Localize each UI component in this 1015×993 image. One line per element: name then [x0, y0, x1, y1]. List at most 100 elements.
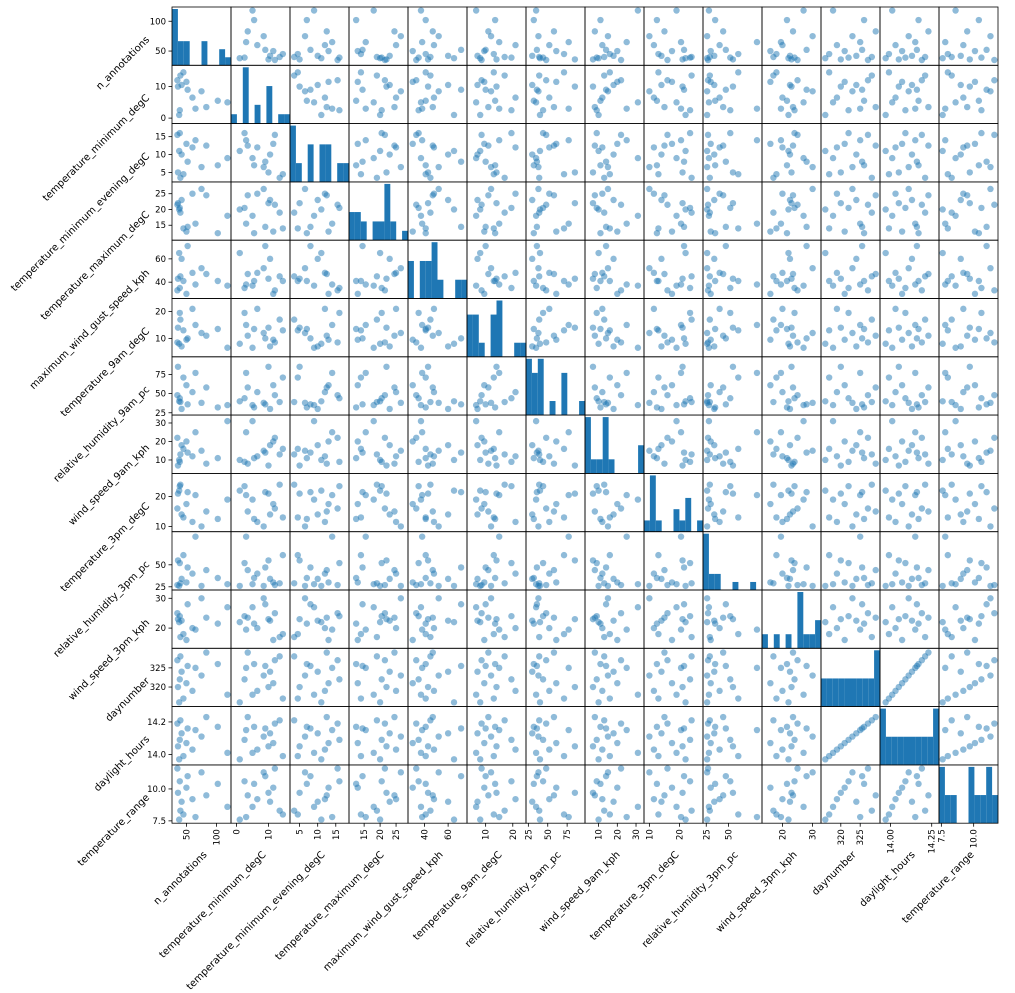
x-tick-label: 25	[392, 829, 402, 840]
scatter-point	[290, 653, 298, 660]
scatter-point	[444, 730, 452, 737]
scatter-point	[948, 53, 955, 61]
scatter-point	[668, 636, 676, 644]
scatter-point	[301, 185, 309, 193]
y-axis-label: relative_humidity_9am_pc	[52, 384, 152, 484]
scatter-point	[706, 653, 714, 660]
scatter-point	[359, 488, 366, 496]
scatter-point	[352, 325, 360, 333]
scatter-point	[783, 454, 791, 462]
scatter-point	[266, 405, 274, 413]
scatter-point	[711, 81, 718, 89]
y-axis-label: temperature_minimum_degC	[41, 93, 152, 204]
scatter-point	[532, 749, 540, 757]
scatter-point	[905, 329, 912, 337]
scatter-point	[334, 609, 341, 617]
scatter-point	[336, 107, 343, 114]
scatter-point	[571, 789, 579, 796]
histogram-bar	[390, 221, 397, 241]
scatter-point	[392, 518, 400, 526]
scatter-point	[560, 551, 568, 559]
scatter-point	[417, 212, 425, 219]
scatter-point	[472, 417, 480, 425]
scatter-point	[971, 381, 979, 389]
scatter-point	[822, 618, 829, 626]
scatter-point	[918, 339, 926, 346]
scatter-point	[391, 460, 398, 467]
scatter-point	[413, 391, 420, 399]
scatter-point	[779, 746, 786, 753]
scatter-point	[944, 514, 952, 521]
scatter-point	[905, 582, 912, 590]
scatter-point	[617, 657, 625, 664]
scatter-point	[362, 429, 369, 436]
scatter-point	[729, 789, 737, 796]
panel-frame	[230, 239, 291, 299]
scatter-point	[722, 242, 730, 250]
scatter-point	[409, 636, 416, 644]
scatter-point	[198, 399, 205, 407]
scatter-point	[623, 137, 630, 144]
scatter-point	[550, 332, 558, 339]
scatter-point	[770, 209, 777, 216]
scatter-point	[386, 405, 393, 413]
scatter-point	[825, 277, 833, 285]
scatter-point	[391, 649, 398, 656]
scatter-point	[872, 508, 879, 515]
scatter-point	[983, 335, 990, 342]
scatter-point	[872, 192, 879, 199]
scatter-point	[668, 47, 676, 55]
scatter-point	[679, 615, 686, 623]
scatter-point	[770, 273, 777, 280]
scatter-point	[960, 305, 967, 313]
scatter-point	[242, 38, 250, 46]
scatter-point	[381, 657, 389, 664]
scatter-point	[378, 778, 385, 785]
scatter-point	[978, 736, 985, 744]
scatter-point	[427, 53, 434, 61]
scatter-point	[409, 784, 416, 791]
scatter-point	[623, 626, 630, 633]
scatter-point	[413, 505, 420, 512]
scatter-point	[786, 151, 794, 158]
scatter-point	[791, 559, 798, 567]
scatter-point	[294, 225, 301, 232]
scatter-point	[853, 511, 860, 518]
scatter-point	[882, 111, 889, 119]
scatter-point	[905, 163, 912, 171]
scatter-point	[260, 595, 267, 602]
scatter-point	[711, 730, 718, 737]
scatter-point	[777, 429, 785, 436]
scatter-point	[722, 86, 730, 93]
scatter-point	[591, 103, 599, 111]
scatter-point	[262, 401, 269, 408]
scatter-point	[303, 229, 311, 237]
scatter-point	[271, 765, 279, 772]
scatter-point	[370, 7, 377, 14]
scatter-point	[175, 699, 183, 706]
scatter-point	[244, 460, 251, 467]
scatter-point	[591, 792, 599, 799]
scatter-point	[892, 305, 899, 313]
scatter-point	[783, 97, 791, 104]
scatter-point	[868, 398, 876, 406]
scatter-point	[703, 147, 711, 155]
scatter-point	[783, 404, 791, 411]
scatter-point	[794, 434, 801, 441]
scatter-point	[617, 720, 625, 727]
scatter-point	[496, 533, 503, 540]
scatter-point	[991, 657, 998, 664]
scatter-point	[352, 780, 360, 788]
scatter-point	[184, 772, 191, 780]
scatter-point	[178, 81, 185, 89]
scatter-point	[822, 816, 829, 823]
scatter-point	[889, 417, 896, 425]
scatter-point	[508, 395, 515, 402]
scatter-point	[753, 726, 761, 734]
scatter-point	[501, 580, 508, 587]
scatter-point	[307, 86, 314, 93]
scatter-point	[593, 559, 600, 567]
scatter-point	[450, 582, 458, 590]
scatter-point	[960, 94, 967, 101]
scatter-point	[176, 309, 183, 317]
